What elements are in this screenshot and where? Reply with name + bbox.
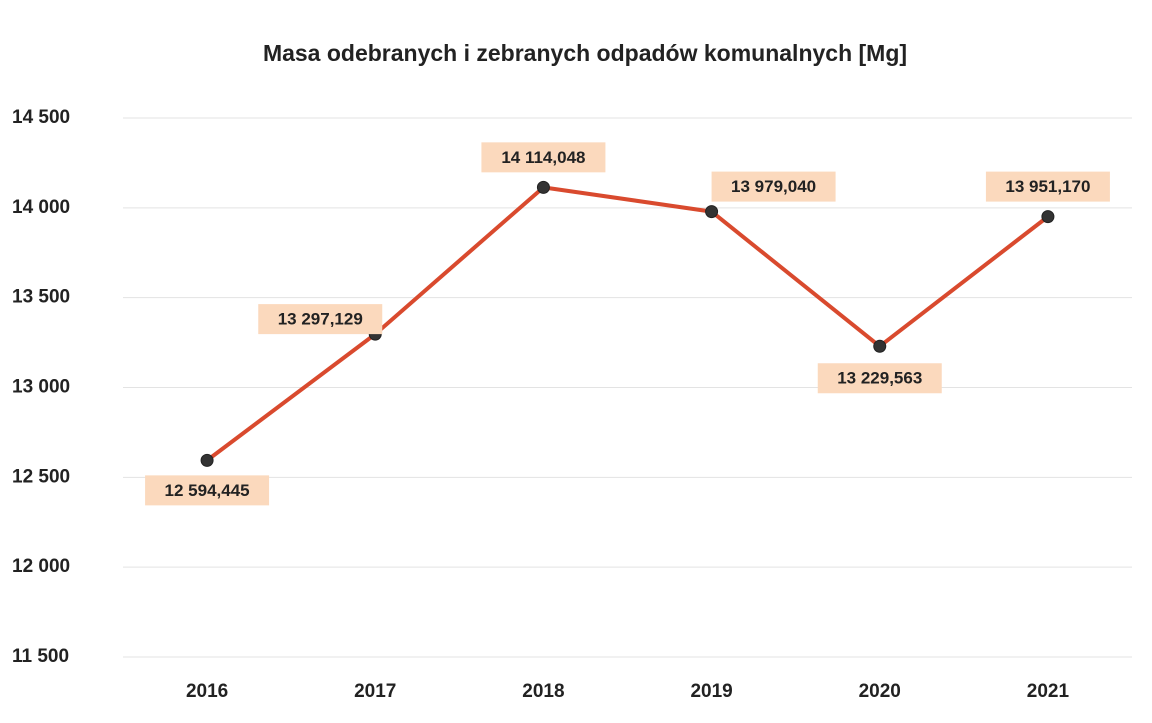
x-tick-label: 2017 — [354, 681, 396, 702]
y-tick-label: 12 500 — [12, 466, 70, 487]
data-label-bg — [145, 475, 270, 506]
data-label-bg — [711, 171, 836, 202]
x-tick-label: 2021 — [1027, 681, 1070, 702]
data-label-bg — [817, 363, 942, 394]
data-label: 13 229,563 — [837, 369, 922, 388]
x-tick-label: 2016 — [186, 681, 228, 702]
y-tick-label: 13 500 — [12, 287, 70, 308]
y-tick-label: 13 000 — [12, 377, 70, 398]
x-tick-label: 2018 — [522, 681, 564, 702]
marker — [873, 339, 887, 353]
data-label: 13 951,170 — [1005, 177, 1090, 196]
marker — [1041, 210, 1055, 224]
data-label: 13 297,129 — [278, 310, 363, 329]
line-series — [205, 185, 1050, 462]
x-tick-label: 2019 — [690, 681, 732, 702]
y-tick-label: 14 000 — [12, 197, 70, 218]
data-label: 13 979,040 — [731, 177, 816, 196]
y-tick-label: 11 500 — [12, 646, 69, 667]
marker — [536, 180, 550, 194]
marker — [200, 453, 214, 467]
data-label-bg — [481, 142, 606, 173]
y-tick-label: 12 000 — [12, 556, 70, 577]
x-tick-label: 2020 — [859, 681, 901, 702]
chart-title: Masa odebranych i zebranych odpadów komu… — [263, 40, 907, 66]
data-label-bg — [258, 304, 383, 335]
data-label: 12 594,445 — [165, 481, 250, 500]
marker — [705, 205, 719, 219]
y-tick-label: 14 500 — [12, 107, 70, 128]
data-label: 14 114,048 — [501, 148, 585, 167]
data-label-bg — [985, 171, 1110, 202]
